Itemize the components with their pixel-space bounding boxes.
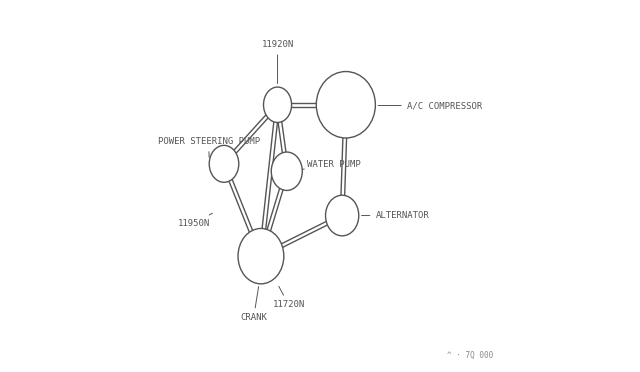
Text: 11720N: 11720N [273,286,305,310]
Text: 11920N: 11920N [261,41,294,84]
Text: WATER PUMP: WATER PUMP [302,160,361,169]
Text: POWER STEERING PUMP: POWER STEERING PUMP [157,137,260,157]
Text: ^ · 7Q 000: ^ · 7Q 000 [447,350,493,359]
Ellipse shape [238,228,284,284]
Text: CRANK: CRANK [240,286,267,323]
Text: A/C COMPRESSOR: A/C COMPRESSOR [378,101,482,110]
Text: 11950N: 11950N [178,213,212,228]
Text: ALTERNATOR: ALTERNATOR [362,211,429,220]
Ellipse shape [271,152,302,190]
Ellipse shape [264,87,292,122]
Ellipse shape [326,195,359,236]
Ellipse shape [209,145,239,182]
Ellipse shape [316,71,376,138]
